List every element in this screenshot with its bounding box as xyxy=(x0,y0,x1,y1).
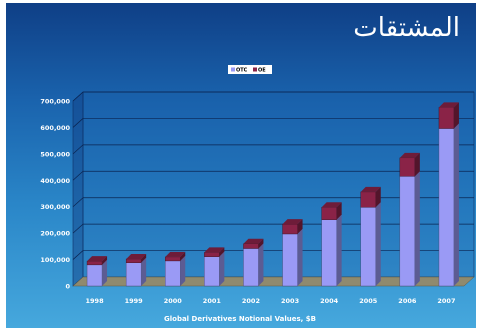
bar-oe-2003-side xyxy=(297,219,303,234)
gridline-side-3 xyxy=(72,197,84,207)
y-tick-label: 100,000 xyxy=(40,256,70,264)
bar-otc-1998-side xyxy=(102,259,108,286)
legend-swatch-oe xyxy=(253,67,257,72)
bar-oe-2002-top xyxy=(243,238,264,244)
x-tick-label-2006: 2006 xyxy=(398,297,417,305)
y-tick-label: 0 xyxy=(65,283,70,291)
bar-otc-1999-side xyxy=(141,257,147,286)
bar-otc-2003-side xyxy=(297,228,303,286)
bar-oe-2003 xyxy=(282,223,298,235)
y-tick-label: 500,000 xyxy=(40,150,70,158)
legend-label-otc: OTC xyxy=(236,68,248,74)
bar-otc-2005 xyxy=(360,207,376,287)
bar-oe-2006-top xyxy=(399,152,420,158)
y-tick-label: 300,000 xyxy=(40,203,70,211)
gridline-side-4 xyxy=(72,171,84,181)
x-tick-label-2000: 2000 xyxy=(164,297,183,305)
slide: المشتقات OTC OE 0 100,000 200,000 300,000 40… xyxy=(6,3,476,328)
x-tick-label-2003: 2003 xyxy=(281,297,299,305)
bar-oe-1998 xyxy=(86,260,103,266)
bar-oe-1999-side xyxy=(141,254,147,263)
bar-otc-1998 xyxy=(86,264,103,287)
bar-otc-1999 xyxy=(125,262,142,287)
bar-oe-2000-top xyxy=(165,251,186,257)
y-tick-label: 700,000 xyxy=(40,98,70,106)
bar-otc-2001 xyxy=(204,256,220,287)
bar-oe-2004 xyxy=(321,207,337,220)
bar-oe-2006 xyxy=(399,157,416,177)
x-axis-title: Global Derivatives Notional Values, $B xyxy=(164,315,316,323)
bar-oe-2005-side xyxy=(375,186,381,208)
x-tick-label-2001: 2001 xyxy=(203,297,222,305)
bar-oe-2001 xyxy=(204,252,220,257)
bar-otc-2000 xyxy=(165,260,181,287)
bar-oe-1999 xyxy=(125,258,142,263)
bar-oe-2004-side xyxy=(336,202,342,220)
gridline-side-7 xyxy=(72,91,84,102)
bar-otc-2002 xyxy=(243,248,259,287)
y-tick-label: 600,000 xyxy=(40,124,70,132)
slide-title: المشتقات xyxy=(353,13,460,43)
gridline-side-1 xyxy=(72,250,84,260)
bar-oe-2007-side xyxy=(453,102,459,129)
x-tick-label-2004: 2004 xyxy=(320,297,339,305)
bar-oe-2001-top xyxy=(204,247,225,253)
bar-oe-1998-side xyxy=(102,256,108,265)
bar-oe-2002 xyxy=(243,243,259,249)
bar-oe-2004-top xyxy=(321,202,342,208)
x-tick-label-2005: 2005 xyxy=(359,297,378,305)
bar-oe-2007-top xyxy=(438,102,459,108)
bar-otc-2005-side xyxy=(375,202,381,286)
bar-otc-2007 xyxy=(438,128,455,287)
y-tick-label: 200,000 xyxy=(40,230,70,238)
bar-oe-2005 xyxy=(360,191,376,208)
x-tick-label-1999: 1999 xyxy=(125,297,144,305)
bar-otc-2000-side xyxy=(180,255,186,286)
bar-oe-2005-top xyxy=(360,186,381,192)
gridline-side-2 xyxy=(72,223,84,234)
gridline-side-5 xyxy=(72,144,84,155)
x-tick-label-2002: 2002 xyxy=(242,297,260,305)
gridline-side-6 xyxy=(72,118,84,128)
bar-otc-2004 xyxy=(321,219,337,287)
bar-oe-2000 xyxy=(165,256,181,262)
bar-otc-2004-side xyxy=(336,214,342,286)
x-tick-label-2007: 2007 xyxy=(437,297,455,305)
bar-otc-2001-side xyxy=(219,251,225,286)
plot-area: 0 100,000 200,000 300,000 400,000 500,000 600,… xyxy=(40,91,475,305)
y-tick-label: 400,000 xyxy=(40,177,70,185)
bar-oe-2001-side xyxy=(219,247,225,257)
chart-legend: OTC OE xyxy=(228,65,272,74)
bar-oe-2002-side xyxy=(258,238,264,249)
derivatives-chart: OTC OE 0 100,000 200,000 300,000 400,000 500,… xyxy=(40,65,475,323)
bar-oe-2007 xyxy=(438,107,455,129)
bar-otc-2002-side xyxy=(258,243,264,286)
side-wall xyxy=(72,91,84,287)
bar-otc-2003 xyxy=(282,233,298,287)
bar-oe-1998-top xyxy=(87,256,108,262)
legend-swatch-otc xyxy=(231,67,235,72)
legend-box xyxy=(228,65,272,74)
bar-oe-2000-side xyxy=(180,251,186,261)
bar-otc-2007-side xyxy=(453,123,459,286)
bar-otc-2006-side xyxy=(414,171,420,286)
bar-oe-2006-side xyxy=(414,152,420,177)
legend-label-oe: OE xyxy=(258,68,266,74)
bar-oe-2003-top xyxy=(282,219,303,225)
bar-otc-2006 xyxy=(399,176,416,287)
bar-oe-1999-top xyxy=(126,254,147,260)
x-tick-label-1998: 1998 xyxy=(86,297,105,305)
